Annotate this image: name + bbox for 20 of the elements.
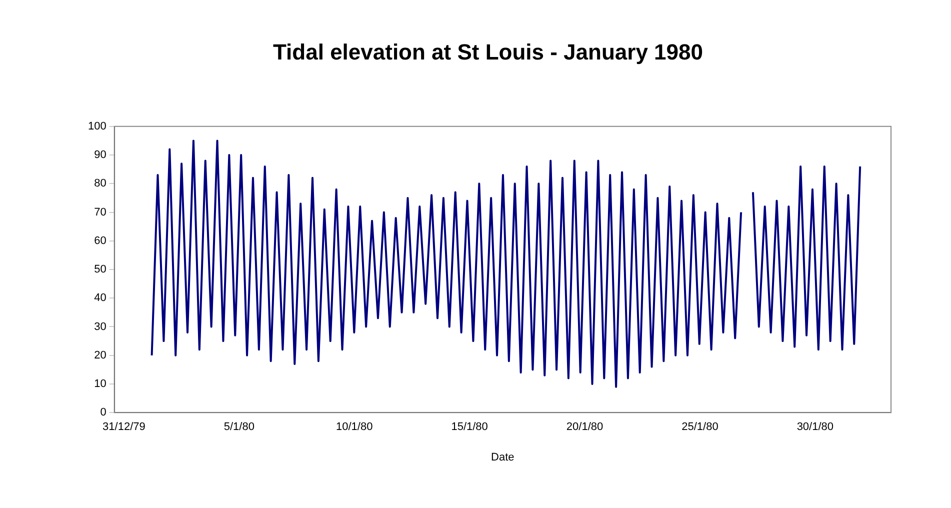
x-tick-label: 31/12/79: [102, 421, 146, 434]
x-tick-label: 10/1/80: [336, 421, 373, 434]
y-tick-label: 100: [88, 120, 106, 132]
y-tick-label: 30: [94, 320, 106, 333]
x-tick-label: 25/1/80: [682, 421, 718, 434]
y-tick-label: 60: [94, 234, 106, 247]
y-tick-label: 40: [94, 292, 106, 304]
x-tick-label: 5/1/80: [224, 421, 254, 434]
x-tick-label: 20/1/80: [566, 421, 604, 434]
y-tick-label: 20: [94, 349, 106, 362]
x-axis-title: Date: [491, 451, 514, 464]
y-tick-label: 90: [94, 149, 106, 162]
y-tick-label: 80: [94, 178, 106, 190]
y-tick-label: 0: [100, 406, 106, 419]
y-tick-label: 50: [94, 264, 106, 276]
chart-title: Tidal elevation at St Louis - January 1980: [273, 39, 703, 64]
x-tick-label: 30/1/80: [796, 421, 834, 434]
y-tick-label: 10: [94, 378, 106, 390]
x-tick-label: 15/1/80: [451, 421, 488, 434]
y-tick-label: 70: [94, 206, 106, 218]
